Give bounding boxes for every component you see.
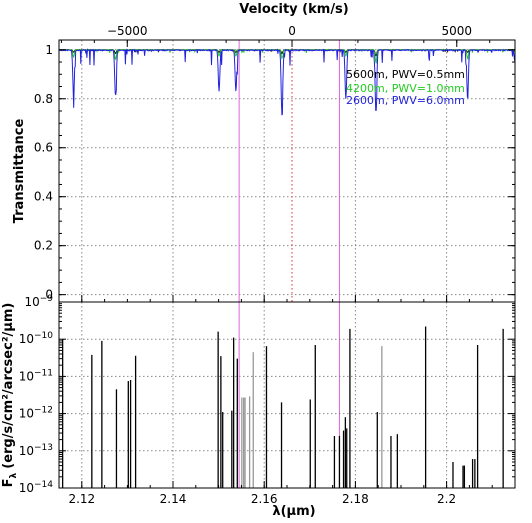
top-y-axis-title: Transmittance <box>12 119 27 224</box>
bottom-axis-ticks: 2.12 2.14 2.16 2.18 2.210−1410−1310−1210−111… <box>19 294 516 506</box>
bottom-y-tick-exponent: −12 <box>34 406 53 416</box>
top-series-group <box>58 48 516 116</box>
flux-units: (erg/s/cm²/arcsec²/μm) <box>1 303 16 469</box>
bottom-x-tick-label: 2.14 <box>160 492 187 506</box>
top-y-tick-label: 0.6 <box>34 141 53 155</box>
top-y-tick-label: 0.8 <box>34 92 53 106</box>
bottom-y-tick-exponent: −11 <box>34 368 53 378</box>
bottom-y-tick-base: 10 <box>19 369 34 383</box>
bottom-y-tick-label: 10−10 <box>19 331 54 346</box>
flux-subscript: λ <box>9 472 19 478</box>
velocity-tick-label: 5000 <box>441 24 472 38</box>
bottom-y-tick-label: 10−9 <box>24 294 53 309</box>
transmittance-series-3 <box>58 48 516 116</box>
bottom-emission-lines <box>61 326 504 488</box>
bottom-y-tick-base: 10 <box>19 481 34 495</box>
bottom-y-tick-base: 10 <box>19 444 34 458</box>
bottom-y-tick-base: 10 <box>19 407 34 421</box>
bottom-y-tick-base: 10 <box>19 332 34 346</box>
top-y-tick-label: 0.2 <box>34 239 53 253</box>
top-panel: 0 0.2 0.4 0.6 0.8 1 −5000 0 5000 Velocity (km/s)… <box>12 2 516 488</box>
top-axis-ticks: 0 0.2 0.4 0.6 0.8 1 −5000 0 5000 <box>34 24 516 302</box>
bottom-y-tick-exponent: −14 <box>34 480 53 490</box>
bottom-x-axis-title: λ(μm) <box>272 504 315 519</box>
velocity-tick-label: 0 <box>288 24 296 38</box>
bottom-y-tick-label: 10−11 <box>19 368 53 383</box>
legend-entry-3: 2600m, PWV=6.0mm <box>346 94 465 107</box>
velocity-tick-label: −5000 <box>107 24 148 38</box>
bottom-y-tick-base: 10 <box>24 295 39 309</box>
bottom-y-tick-exponent: −9 <box>40 294 54 304</box>
legend-entry-1: 5600m, PWV=0.5mm <box>346 68 465 81</box>
top-y-tick-label: 1 <box>45 43 53 57</box>
top-y-tick-label: 0 <box>45 288 53 302</box>
bottom-panel: 2.12 2.14 2.16 2.18 2.210−1410−1310−1210−111… <box>1 294 516 519</box>
bottom-y-axis-title: Fλ (erg/s/cm²/arcsec²/μm) <box>1 303 19 488</box>
legend-entry-2: 4200m, PWV=1.0mm <box>346 82 465 95</box>
bottom-x-tick-label: 2.12 <box>68 492 95 506</box>
top-y-tick-label: 0.4 <box>34 190 53 204</box>
bottom-x-tick-label: 2.16 <box>251 492 278 506</box>
bottom-x-tick-label: 2.18 <box>342 492 369 506</box>
bottom-y-tick-label: 10−14 <box>19 480 54 495</box>
bottom-y-tick-label: 10−12 <box>19 406 53 421</box>
bottom-x-tick-label: 2.2 <box>437 492 456 506</box>
bottom-y-tick-label: 10−13 <box>19 443 53 458</box>
flux-symbol: F <box>1 478 16 487</box>
bottom-y-tick-exponent: −10 <box>34 331 53 341</box>
bottom-y-tick-exponent: −13 <box>34 443 53 453</box>
top-axis-title: Velocity (km/s) <box>239 2 349 17</box>
